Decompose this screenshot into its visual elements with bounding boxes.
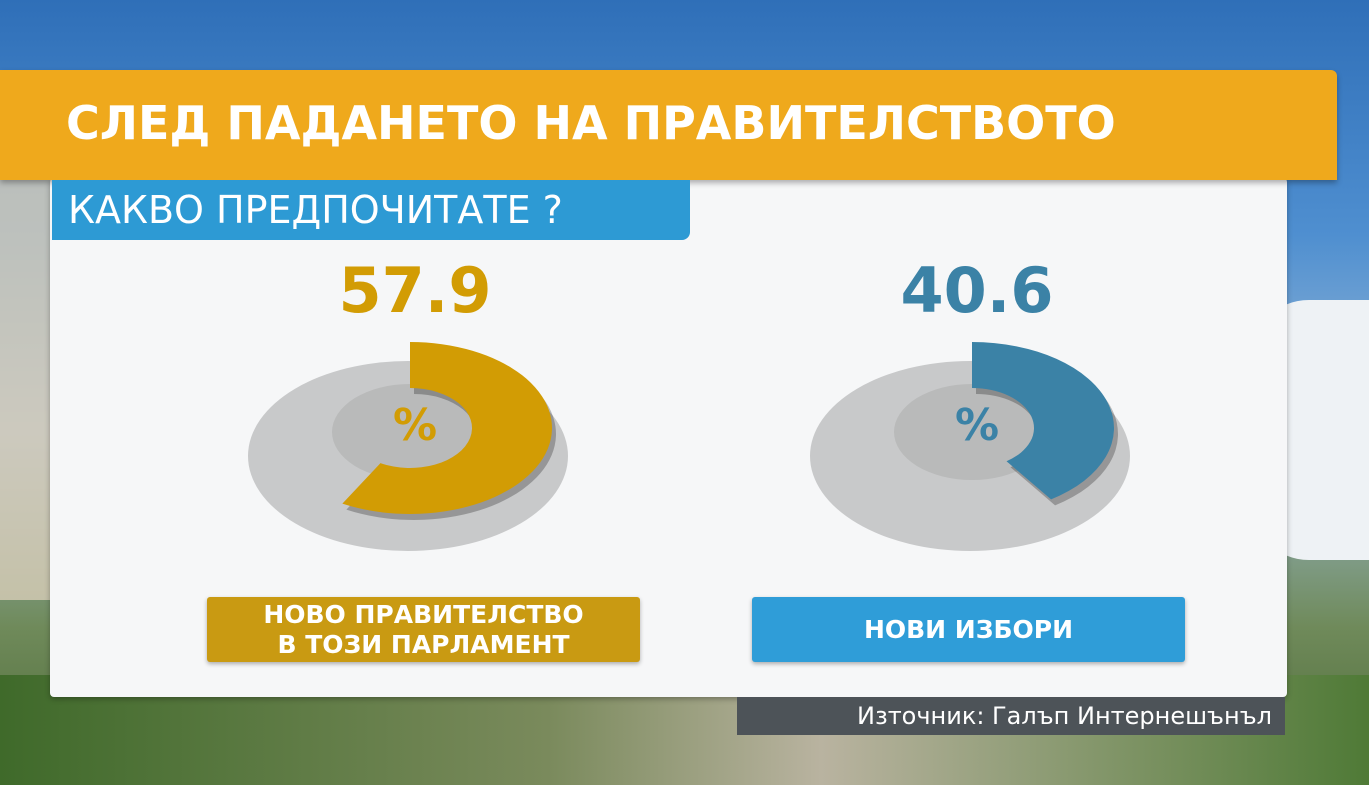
- unit-label: %: [955, 400, 999, 451]
- gauge-shadow: [894, 384, 1050, 480]
- gauge-shadow: [332, 384, 488, 480]
- gauge-arc: [342, 341, 552, 514]
- unit-label: %: [393, 400, 437, 451]
- category-label: НОВИ ИЗБОРИ: [752, 597, 1185, 662]
- gauge-arc: [972, 342, 1115, 500]
- subtitle: КАКВО ПРЕДПОЧИТАТЕ ?: [68, 188, 563, 232]
- subtitle-bar: [52, 180, 690, 240]
- value-label: 57.9: [339, 254, 492, 327]
- value-label: 40.6: [901, 254, 1054, 327]
- source-bar: [737, 697, 1285, 735]
- source: Източник: Галъп Интернешънъл: [856, 702, 1272, 730]
- category-label: НОВО ПРАВИТЕЛСТВО В ТОЗИ ПАРЛАМЕНТ: [207, 597, 640, 662]
- title-bar: [0, 70, 1337, 180]
- title: СЛЕД ПАДАНЕТО НА ПРАВИТЕЛСТВОТО: [66, 96, 1116, 150]
